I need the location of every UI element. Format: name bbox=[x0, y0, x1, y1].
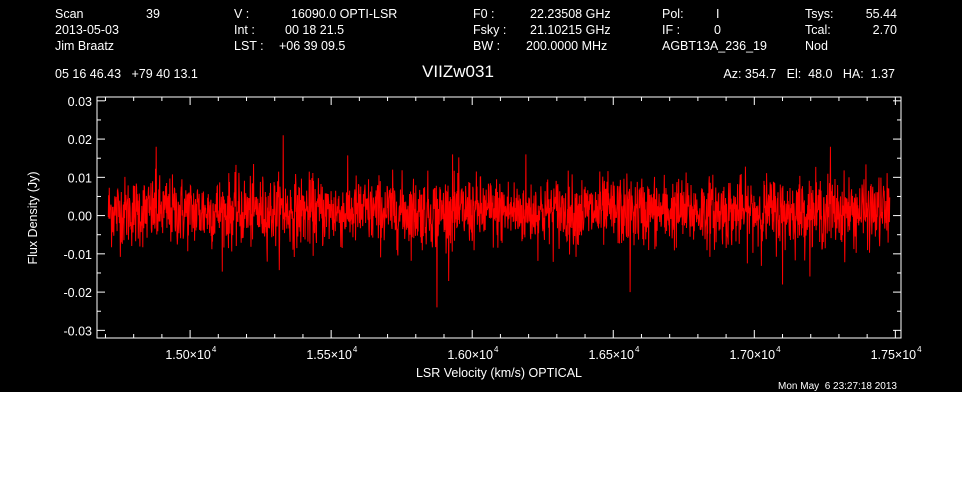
scan-label: Scan bbox=[55, 7, 84, 21]
observer-name: Jim Braatz bbox=[55, 39, 114, 53]
source-name: VIIZw031 bbox=[422, 62, 494, 81]
plot-frame bbox=[96, 96, 902, 339]
x-axis-label: LSR Velocity (km/s) OPTICAL bbox=[416, 366, 582, 380]
scan-number: 39 bbox=[146, 7, 160, 21]
bandwidth-key: BW : bbox=[473, 39, 500, 53]
if-value: 0 bbox=[714, 23, 721, 37]
plot-window: Scan 39 2013-05-03 Jim Braatz V : 16090.… bbox=[0, 0, 962, 392]
project-id: AGBT13A_236_19 bbox=[662, 39, 767, 53]
x-tick-label-4: 1.70×10 bbox=[730, 348, 776, 362]
pol-key: Pol: bbox=[662, 7, 684, 21]
tick-labels: 1.50×10 4 1.55×10 4 1.60×10 4 1.65×10 4 1.70×10 4… bbox=[64, 95, 923, 362]
source-coordinates: 05 16 46.43 +79 40 13.1 bbox=[55, 67, 198, 81]
integration-value: 00 18 21.5 bbox=[285, 23, 344, 37]
timestamp: Mon May 6 23:27:18 2013 bbox=[778, 381, 897, 392]
y-tick-label-6: -0.03 bbox=[64, 324, 93, 338]
lst-value: +06 39 09.5 bbox=[279, 39, 345, 53]
x-tick-exponent-3: 4 bbox=[635, 345, 640, 354]
tcal-key: Tcal: bbox=[805, 23, 831, 37]
bandwidth-value: 200.0000 MHz bbox=[526, 39, 607, 53]
x-tick-label-2: 1.60×10 bbox=[447, 348, 493, 362]
spectrum-chart: Scan 39 2013-05-03 Jim Braatz V : 16090.… bbox=[26, 7, 923, 392]
fsky-value: 21.10215 GHz bbox=[530, 23, 611, 37]
y-tick-label-0: 0.03 bbox=[68, 95, 92, 109]
tsys-value: 55.44 bbox=[866, 7, 897, 21]
lst-key: LST : bbox=[234, 39, 264, 53]
x-tick-exponent-1: 4 bbox=[353, 345, 358, 354]
velocity-key: V : bbox=[234, 7, 249, 21]
tcal-value: 2.70 bbox=[873, 23, 897, 37]
f0-value: 22.23508 GHz bbox=[530, 7, 611, 21]
spectrum-line bbox=[107, 135, 891, 308]
x-tick-exponent-4: 4 bbox=[776, 345, 781, 354]
x-tick-exponent-5: 4 bbox=[917, 345, 922, 354]
pol-value: I bbox=[716, 7, 719, 21]
fsky-key: Fsky : bbox=[473, 23, 506, 37]
f0-key: F0 : bbox=[473, 7, 495, 21]
y-tick-label-3: 0.00 bbox=[68, 210, 92, 224]
spectrum-trace bbox=[107, 135, 891, 308]
x-tick-label-1: 1.55×10 bbox=[306, 348, 352, 362]
x-tick-exponent-0: 4 bbox=[212, 345, 217, 354]
tsys-key: Tsys: bbox=[805, 7, 833, 21]
y-tick-label-2: 0.01 bbox=[68, 171, 92, 185]
integration-key: Int : bbox=[234, 23, 255, 37]
axis-ticks bbox=[97, 97, 901, 338]
y-tick-label-1: 0.02 bbox=[68, 133, 92, 147]
pointing-info: Az: 354.7 El: 48.0 HA: 1.37 bbox=[723, 67, 895, 81]
x-tick-label-3: 1.65×10 bbox=[588, 348, 634, 362]
switching-mode: Nod bbox=[805, 39, 828, 53]
x-tick-exponent-2: 4 bbox=[494, 345, 499, 354]
y-tick-label-5: -0.02 bbox=[64, 286, 93, 300]
x-tick-label-0: 1.50×10 bbox=[165, 348, 211, 362]
y-tick-label-4: -0.01 bbox=[64, 248, 93, 262]
velocity-value: 16090.0 OPTI-LSR bbox=[291, 7, 397, 21]
obs-date: 2013-05-03 bbox=[55, 23, 119, 37]
x-tick-label-5: 1.75×10 bbox=[871, 348, 917, 362]
if-key: IF : bbox=[662, 23, 680, 37]
y-axis-label: Flux Density (Jy) bbox=[26, 171, 40, 264]
